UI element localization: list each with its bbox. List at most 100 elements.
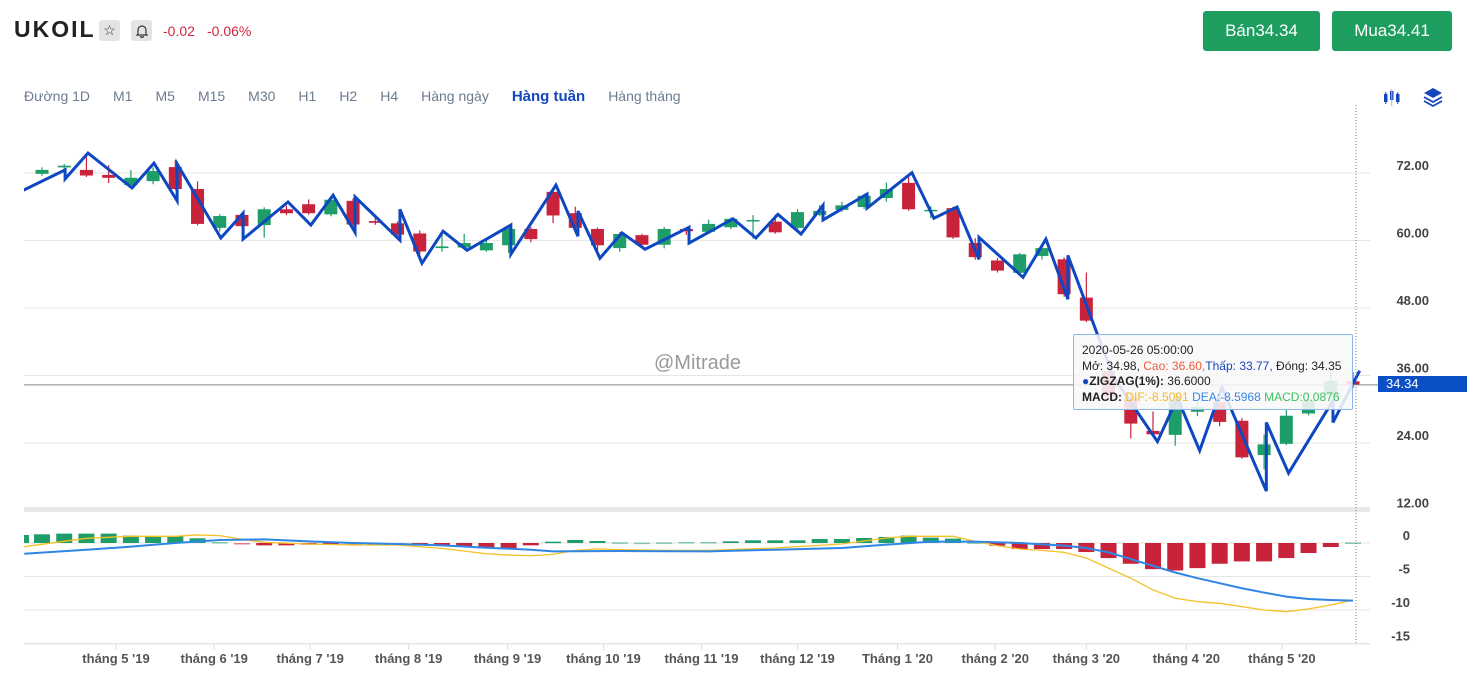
macd-bar-positive (34, 534, 50, 543)
price-axis-label: 60.00 (1396, 226, 1429, 241)
candle-down (368, 221, 382, 223)
macd-bar-negative (1145, 543, 1161, 570)
tooltip-zigzag: ●ZIGZAG(1%): 36.6000 (1082, 374, 1211, 388)
tab-timeframe[interactable]: M15 (197, 88, 226, 104)
macd-bar-negative (278, 543, 295, 546)
candle-down (946, 208, 960, 238)
macd-bar-positive (900, 535, 917, 543)
macd-bar-positive (722, 541, 739, 543)
candle-up (746, 219, 760, 222)
candle-down (524, 228, 538, 240)
macd-bar-positive (545, 541, 562, 544)
x-axis-label: tháng 4 '20 (1153, 651, 1220, 666)
price-axis-label: 36.00 (1396, 361, 1429, 376)
indicators-layers-icon[interactable] (1423, 87, 1443, 114)
macd-axis-label: -15 (1391, 629, 1410, 644)
candle-up (1257, 444, 1271, 456)
macd-bar-negative (1322, 543, 1339, 548)
tooltip-dif: DIF:-8.5091 (1125, 389, 1189, 404)
macd-bar-positive (24, 534, 29, 543)
price-alert-bell-icon[interactable] (131, 20, 152, 41)
chart-type-candles-icon[interactable] (1383, 89, 1401, 112)
macd-bar-positive (967, 542, 984, 544)
candle-down (391, 223, 405, 235)
macd-bar-negative (322, 543, 339, 545)
macd-bar-positive (789, 540, 806, 543)
candle-down (191, 189, 205, 224)
price-axis-label: 24.00 (1396, 428, 1429, 443)
candle-up (457, 243, 471, 248)
macd-bar-positive (811, 538, 828, 543)
macd-bar-positive (678, 541, 695, 544)
tab-timeframe[interactable]: Hàng tháng (608, 88, 681, 104)
macd-bar-negative (500, 543, 517, 549)
macd-bar-positive (833, 538, 850, 543)
macd-dif-line (24, 534, 1354, 613)
macd-axis-label: -10 (1391, 595, 1410, 610)
tooltip-macd: MACD: DIF:-8.5091 DEA:-8.5968 MACD:0.087… (1082, 390, 1352, 406)
macd-bar-negative (478, 543, 495, 549)
tooltip-datetime: 2020-05-26 05:00:00 (1082, 343, 1194, 357)
candle-up (1035, 248, 1049, 256)
x-axis-label: tháng 5 '19 (82, 651, 149, 666)
macd-bar-negative (522, 543, 539, 546)
tab-timeframe[interactable]: M5 (155, 88, 175, 104)
candle-up (479, 243, 493, 251)
tab-timeframe[interactable]: Hàng tuần (511, 88, 586, 105)
tooltip-zigzag-name: ZIGZAG(1%): (1089, 374, 1164, 388)
tab-timeframe[interactable]: H2 (339, 88, 358, 104)
tooltip-dea: DEA:-8.5968 (1192, 389, 1261, 404)
x-axis-label: tháng 9 '19 (474, 651, 541, 666)
zigzag-line (24, 150, 1361, 492)
macd-bar-negative (456, 543, 473, 547)
tab-timeframe[interactable]: H1 (298, 88, 317, 104)
tab-timeframe[interactable]: M30 (248, 88, 276, 104)
candle-up (35, 169, 49, 174)
tooltip-macd-name: MACD: (1082, 389, 1122, 404)
macd-bar-positive (745, 540, 762, 543)
tooltip-zigzag-value: 36.6000 (1167, 374, 1211, 388)
candle-up (57, 165, 71, 168)
current-price-tag: 34.34 (1378, 376, 1467, 392)
macd-bar-negative (1278, 543, 1295, 559)
macd-bar-positive (100, 533, 117, 543)
macd-bar-positive (145, 536, 162, 543)
macd-bar-negative (1033, 543, 1050, 550)
macd-bar-negative (256, 543, 273, 546)
tab-timeframe[interactable]: Hàng ngày (421, 88, 489, 104)
candle-down (279, 209, 293, 214)
tooltip-low: Thấp: 33.77, (1205, 358, 1273, 373)
macd-bar-negative (1300, 543, 1317, 554)
buy-button[interactable]: Mua34.41 (1332, 11, 1452, 51)
tab-timeframe[interactable]: M1 (113, 88, 133, 104)
candle-up (502, 228, 516, 246)
macd-bar-positive (56, 533, 73, 543)
candle-down (768, 221, 782, 233)
candle-up (213, 216, 227, 228)
favorite-star-icon[interactable]: ☆ (99, 20, 120, 41)
tab-timeframe[interactable]: H4 (380, 88, 399, 104)
macd-bar-positive (211, 541, 228, 544)
sell-button[interactable]: Bán34.34 (1203, 11, 1320, 51)
macd-bar-negative (989, 543, 1006, 546)
candle-up (857, 195, 871, 208)
macd-bar-negative (1167, 543, 1184, 571)
macd-bar-negative (1189, 543, 1206, 569)
macd-bar-positive (611, 542, 628, 544)
candle-down (990, 260, 1004, 271)
tooltip-open: Mở: 34.98, (1082, 358, 1140, 373)
x-axis-label: tháng 7 '19 (277, 651, 344, 666)
macd-dea-line (24, 538, 1354, 602)
candle-down (902, 182, 916, 210)
candle-down (102, 174, 116, 178)
x-axis-label: tháng 2 '20 (962, 651, 1029, 666)
price-axis-label: 72.00 (1396, 158, 1429, 173)
x-axis-label: tháng 12 '19 (760, 651, 835, 666)
candle-up (257, 209, 271, 226)
macd-bar-positive (700, 541, 717, 544)
macd-bar-negative (1256, 543, 1273, 562)
macd-bar-positive (922, 537, 939, 543)
tab-timeframe[interactable]: Đường 1D (24, 88, 91, 104)
macd-bar-positive (767, 540, 784, 543)
